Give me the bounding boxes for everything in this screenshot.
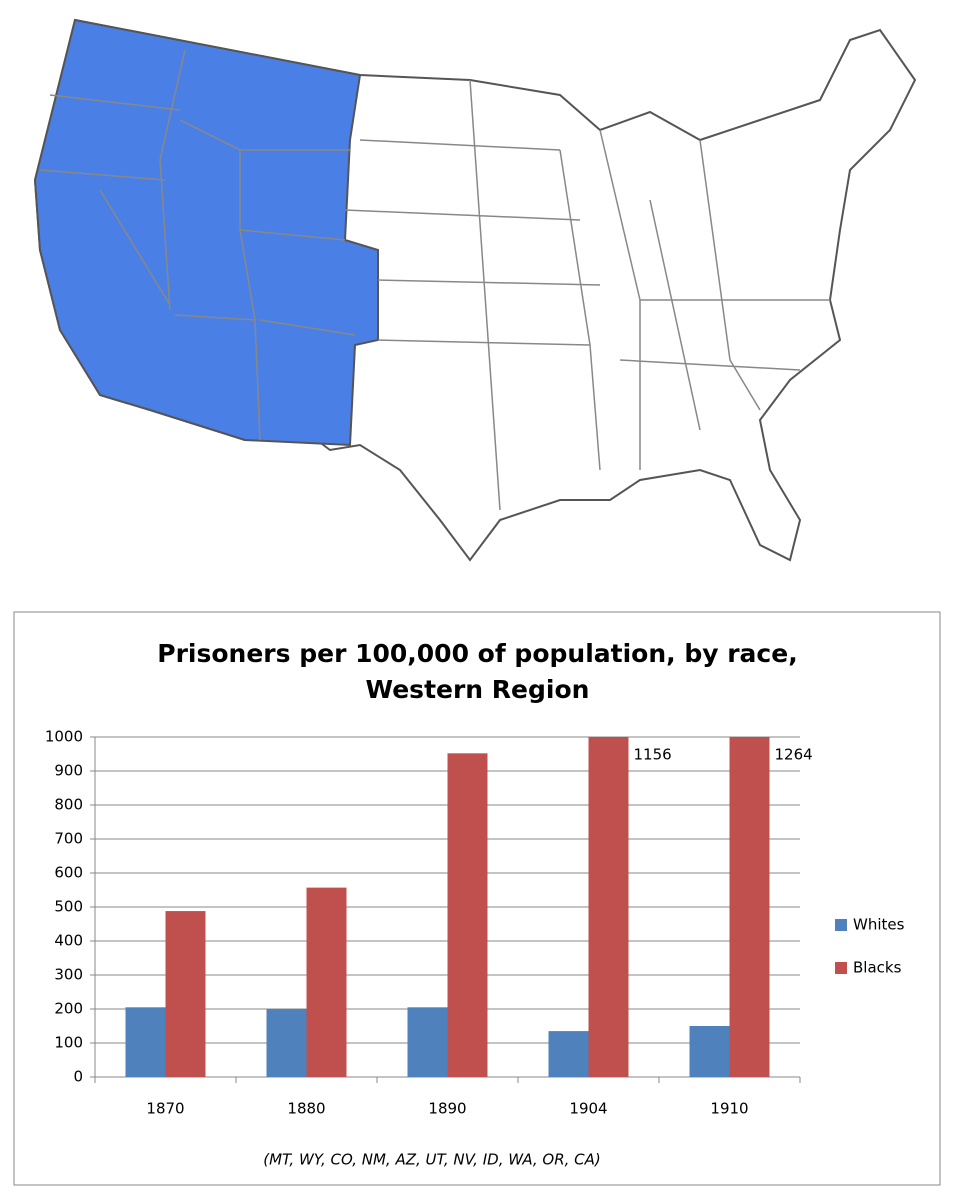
y-tick-label: 300 <box>54 966 83 984</box>
legend-swatch <box>835 962 847 974</box>
bar <box>266 1009 307 1077</box>
state-lines <box>39 49 830 511</box>
legend-label: Whites <box>853 916 905 934</box>
y-tick-label: 0 <box>73 1068 83 1086</box>
legend-swatch <box>835 919 847 931</box>
bar <box>548 1031 589 1077</box>
western-region <box>33 18 379 447</box>
x-tick-label: 1870 <box>146 1100 184 1118</box>
y-tick-label: 200 <box>54 1000 83 1018</box>
bar <box>165 911 206 1077</box>
bar <box>588 737 629 1077</box>
bar <box>407 1007 448 1077</box>
data-label: 1156 <box>634 746 672 764</box>
y-tick-label: 700 <box>54 830 83 848</box>
x-tick-label: 1904 <box>569 1100 607 1118</box>
y-tick-label: 1000 <box>45 728 83 746</box>
bar <box>447 753 488 1077</box>
y-tick-label: 600 <box>54 864 83 882</box>
y-tick-label: 100 <box>54 1034 83 1052</box>
bar <box>125 1007 166 1077</box>
map <box>33 18 917 562</box>
legend-label: Blacks <box>853 959 902 977</box>
chart-title: Prisoners per 100,000 of population, by … <box>157 639 798 704</box>
y-tick-label: 400 <box>54 932 83 950</box>
y-tick-label: 900 <box>54 762 83 780</box>
y-tick-label: 500 <box>54 898 83 916</box>
x-tick-label: 1880 <box>287 1100 325 1118</box>
y-tick-label: 800 <box>54 796 83 814</box>
bar <box>729 737 770 1077</box>
x-tick-label: 1910 <box>710 1100 748 1118</box>
bar <box>689 1026 730 1077</box>
bar <box>306 887 347 1077</box>
x-tick-label: 1890 <box>428 1100 466 1118</box>
note: (MT, WY, CO, NM, AZ, UT, NV, ID, WA, OR,… <box>263 1151 601 1169</box>
data-label: 1264 <box>775 746 813 764</box>
